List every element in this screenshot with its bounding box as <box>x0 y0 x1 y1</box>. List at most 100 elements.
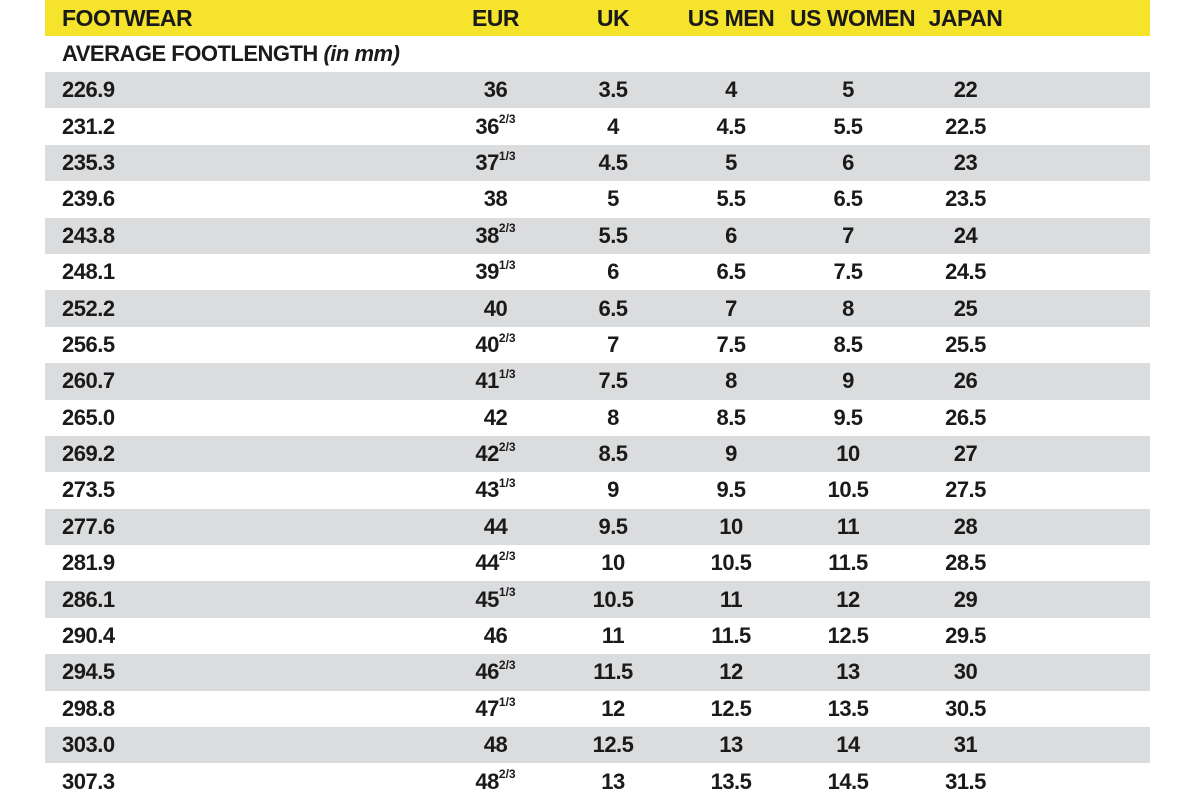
cell-japan: 25 <box>953 295 978 321</box>
cell-japan: 24 <box>953 222 978 248</box>
cell-us-women: 10 <box>836 441 860 467</box>
cell-spacer <box>1025 254 1150 290</box>
cell-us-men: 6 <box>725 222 737 248</box>
table-row: 260.7 411/3 7.5 8 9 26 <box>45 363 1150 400</box>
cell-eur: 482/3 <box>475 767 516 794</box>
cell-japan: 26.5 <box>945 404 986 430</box>
cell-uk: 5 <box>607 186 619 212</box>
cell-footlength: 281.9 <box>62 550 115 576</box>
cell-uk: 6.5 <box>598 295 628 321</box>
cell-eur: 48 <box>483 732 508 758</box>
cell-us-women: 5.5 <box>833 113 863 139</box>
cell-footlength: 269.2 <box>62 441 115 467</box>
cell-spacer <box>1025 509 1150 545</box>
cell-us-women: 14.5 <box>827 768 869 794</box>
cell-us-men: 10.5 <box>710 550 752 576</box>
cell-us-men: 7 <box>725 295 737 321</box>
table-row: 265.0 42 8 8.5 9.5 26.5 <box>45 400 1150 436</box>
cell-footlength: 298.8 <box>62 695 115 721</box>
cell-uk: 8.5 <box>598 441 628 467</box>
cell-us-men: 4 <box>725 77 737 103</box>
subheader-cell: AVERAGE FOOTLENGTH (in mm) <box>45 36 1150 72</box>
table-row: 239.6 38 5 5.5 6.5 23.5 <box>45 181 1150 217</box>
col-header-us-women: US WOMEN <box>790 0 916 36</box>
eur-fraction: 2/3 <box>498 548 516 563</box>
table-row: 235.3 371/3 4.5 5 6 23 <box>45 144 1150 182</box>
cell-us-women: 12 <box>836 586 860 612</box>
cell-spacer <box>1025 545 1150 581</box>
cell-us-women: 11.5 <box>828 550 868 576</box>
cell-us-men: 9 <box>725 441 737 467</box>
cell-us-women: 6.5 <box>833 186 863 212</box>
cell-eur: 431/3 <box>475 476 516 503</box>
col-header-footwear: FOOTWEAR <box>45 0 437 36</box>
cell-footlength: 239.6 <box>62 186 115 212</box>
eur-fraction: 2/3 <box>498 221 516 236</box>
eur-fraction: 2/3 <box>498 658 516 673</box>
table-row: 243.8 382/3 5.5 6 7 24 <box>45 217 1150 254</box>
cell-japan: 23.5 <box>945 186 986 212</box>
cell-footlength: 303.0 <box>62 732 115 758</box>
cell-spacer <box>1025 727 1150 763</box>
cell-us-men: 13 <box>719 732 743 758</box>
cell-eur: 442/3 <box>475 548 516 576</box>
cell-us-men: 8 <box>725 368 737 394</box>
cell-eur: 462/3 <box>475 658 516 685</box>
table-row: 273.5 431/3 9 9.5 10.5 27.5 <box>45 472 1150 508</box>
cell-spacer <box>1025 181 1150 217</box>
cell-footlength: 235.3 <box>62 149 115 175</box>
cell-us-women: 7 <box>842 222 854 248</box>
cell-uk: 7.5 <box>598 368 628 394</box>
cell-footlength: 243.8 <box>62 222 115 248</box>
cell-spacer <box>1025 691 1150 727</box>
cell-footlength: 231.2 <box>62 113 115 139</box>
cell-spacer <box>1025 290 1150 326</box>
cell-spacer <box>1025 145 1150 181</box>
cell-spacer <box>1025 72 1150 108</box>
eur-fraction: 1/3 <box>498 585 516 600</box>
cell-japan: 27 <box>953 441 978 467</box>
cell-uk: 12.5 <box>592 732 634 758</box>
cell-uk: 4.5 <box>598 149 628 175</box>
cell-spacer <box>1025 654 1150 690</box>
cell-japan: 29 <box>953 586 978 612</box>
cell-uk: 12 <box>601 695 625 721</box>
cell-eur: 471/3 <box>475 694 516 721</box>
cell-uk: 8 <box>607 404 619 430</box>
table-row: 294.5 462/3 11.5 12 13 30 <box>45 654 1150 691</box>
cell-eur: 411/3 <box>475 366 516 394</box>
cell-eur: 46 <box>483 623 508 649</box>
cell-eur: 422/3 <box>475 439 516 467</box>
cell-eur: 44 <box>483 513 508 539</box>
cell-japan: 22.5 <box>945 113 986 139</box>
cell-us-men: 7.5 <box>716 331 746 357</box>
cell-spacer <box>1025 763 1150 799</box>
cell-uk: 6 <box>607 259 619 285</box>
eur-fraction: 1/3 <box>498 366 516 381</box>
cell-japan: 29.5 <box>945 623 986 649</box>
cell-spacer <box>1025 218 1150 254</box>
cell-footlength: 290.4 <box>62 623 115 649</box>
cell-eur: 36 <box>483 77 508 103</box>
cell-footlength: 277.6 <box>62 513 115 539</box>
cell-eur: 371/3 <box>475 148 516 175</box>
cell-us-women: 9 <box>842 368 854 394</box>
col-header-japan: JAPAN <box>906 0 1025 36</box>
cell-footlength: 256.5 <box>62 331 115 357</box>
subheader-label: AVERAGE FOOTLENGTH <box>62 41 318 66</box>
cell-spacer <box>1025 618 1150 654</box>
cell-spacer <box>1025 436 1150 472</box>
cell-us-women: 6 <box>842 149 854 175</box>
cell-eur: 42 <box>483 404 508 430</box>
cell-spacer <box>1025 108 1150 144</box>
cell-uk: 4 <box>607 113 619 139</box>
cell-footlength: 248.1 <box>62 259 115 285</box>
eur-fraction: 1/3 <box>498 257 516 272</box>
cell-spacer <box>1025 400 1150 436</box>
cell-footlength: 260.7 <box>62 368 115 394</box>
cell-us-men: 10 <box>719 513 743 539</box>
cell-japan: 26 <box>953 368 978 394</box>
cell-spacer <box>1025 581 1150 617</box>
cell-us-men: 5.5 <box>716 186 746 212</box>
